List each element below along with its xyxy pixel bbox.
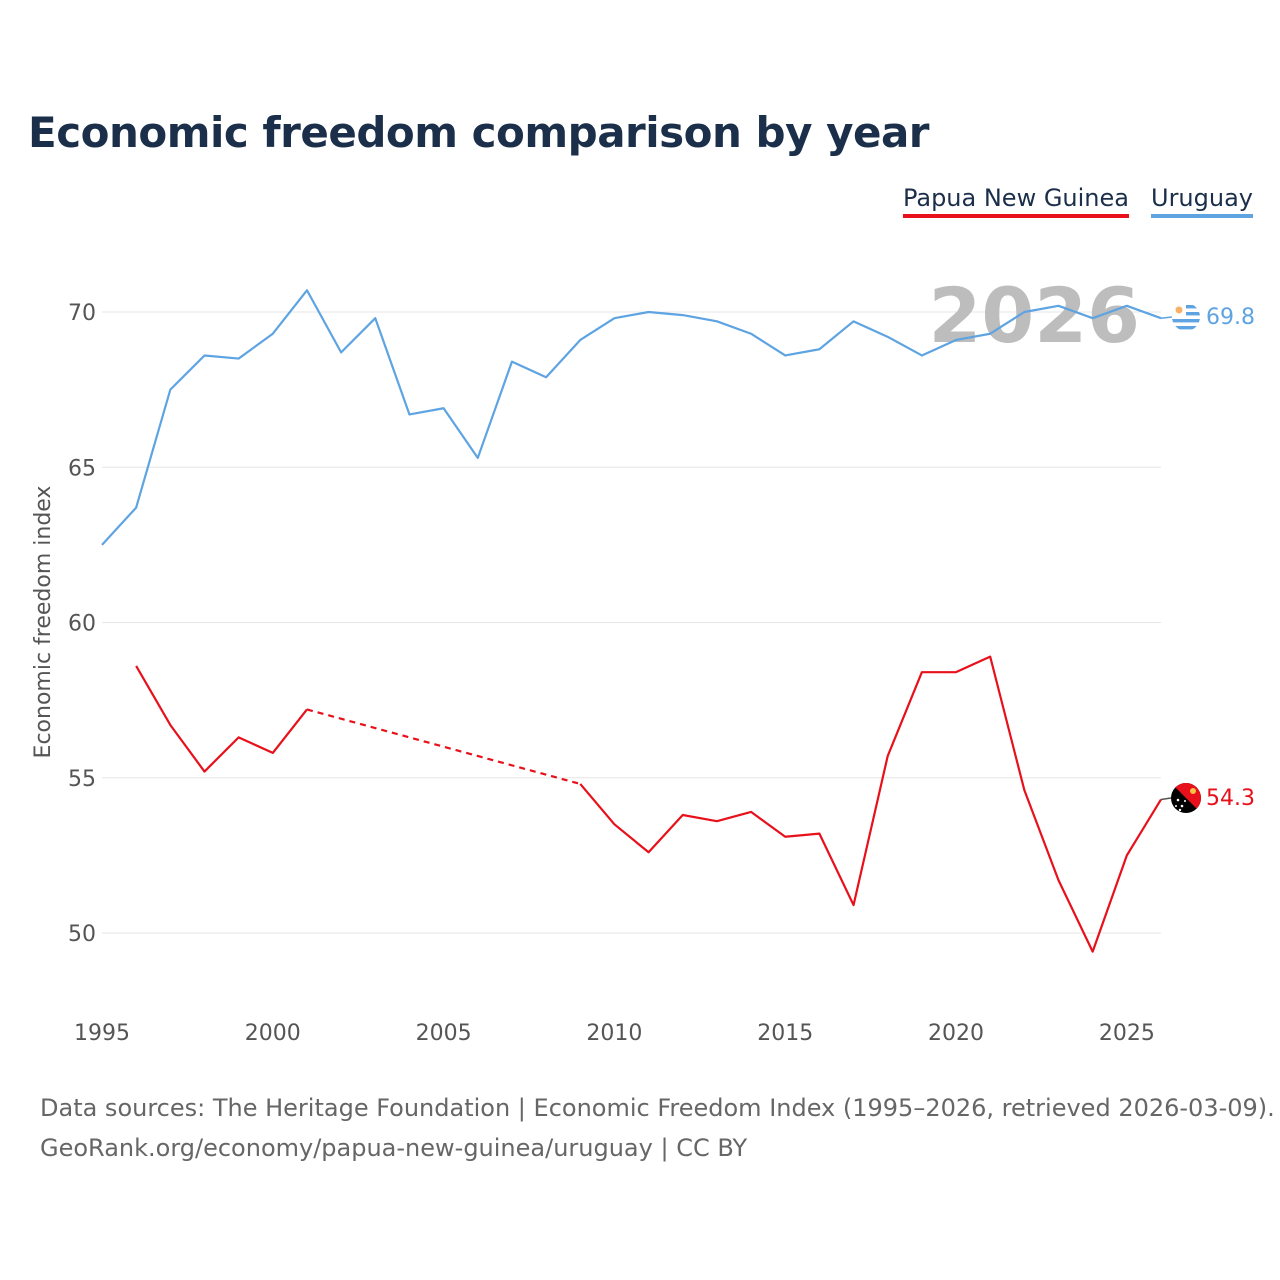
data-point-uruguay[interactable] [441,405,447,411]
y-tick-label: 50 [68,922,96,947]
data-point-uruguay[interactable] [611,315,617,321]
data-point-uruguay[interactable] [1090,315,1096,321]
legend-item-uruguay[interactable]: Uruguay [1151,184,1253,218]
series-line-papua-new-guinea [579,655,1162,953]
data-point-papua-new-guinea[interactable] [851,902,857,908]
data-point-uruguay[interactable] [406,411,412,417]
y-tick-labels: 50 55 60 65 70 [68,301,96,947]
legend-item-papua-new-guinea[interactable]: Papua New Guinea [902,184,1129,218]
data-source-text: Data sources: The Heritage Foundation | … [40,1094,1275,1122]
y-tick-label: 65 [68,456,96,481]
data-point-papua-new-guinea[interactable] [133,663,139,669]
year-watermark: 2026 [928,271,1140,360]
y-tick-label: 55 [68,767,96,792]
x-tick-label: 2005 [416,1021,472,1046]
y-tick-label: 70 [68,301,96,326]
data-point-uruguay[interactable] [201,352,207,358]
data-point-uruguay[interactable] [304,287,310,293]
data-point-uruguay[interactable] [680,312,686,318]
x-tick-label: 2010 [586,1021,642,1046]
y-tick-label: 60 [68,612,96,637]
papua-new-guinea-flag-icon [1171,783,1201,813]
series-uruguay [99,287,1162,548]
data-point-uruguay[interactable] [782,352,788,358]
data-point-uruguay[interactable] [748,331,754,337]
data-point-papua-new-guinea[interactable] [611,821,617,827]
x-tick-label: 2025 [1099,1021,1155,1046]
uruguay-end-connector [1160,316,1173,319]
data-point-uruguay[interactable] [99,542,105,548]
data-point-uruguay[interactable] [885,334,891,340]
source-url-text[interactable]: GeoRank.org/economy/papua-new-guinea/uru… [40,1134,748,1162]
data-point-uruguay[interactable] [133,505,139,511]
series-line-uruguay [101,289,1162,546]
data-point-uruguay[interactable] [646,309,652,315]
data-point-uruguay[interactable] [372,315,378,321]
data-point-papua-new-guinea[interactable] [1021,787,1027,793]
data-point-uruguay[interactable] [509,359,515,365]
data-point-papua-new-guinea[interactable] [816,831,822,837]
uruguay-end-value: 69.8 [1206,305,1255,330]
data-point-uruguay[interactable] [816,346,822,352]
data-point-papua-new-guinea[interactable] [1056,877,1062,883]
x-tick-label: 1995 [74,1021,130,1046]
data-point-uruguay[interactable] [1056,303,1062,309]
legend: Papua New Guinea Uruguay [902,184,1253,218]
data-point-papua-new-guinea[interactable] [953,669,959,675]
data-point-papua-new-guinea[interactable] [919,669,925,675]
papua-new-guinea-end-value: 54.3 [1206,786,1255,811]
data-point-papua-new-guinea[interactable] [167,722,173,728]
data-point-uruguay[interactable] [919,352,925,358]
footer: Data sources: The Heritage Foundation | … [40,1088,1275,1168]
data-point-papua-new-guinea[interactable] [748,809,754,815]
x-tick-label: 2000 [245,1021,301,1046]
data-point-uruguay[interactable] [338,349,344,355]
data-point-papua-new-guinea[interactable] [236,734,242,740]
data-point-papua-new-guinea[interactable] [885,753,891,759]
data-point-uruguay[interactable] [953,337,959,343]
data-point-uruguay[interactable] [270,331,276,337]
series-gap-papua-new-guinea [306,708,581,786]
data-point-papua-new-guinea[interactable] [680,812,686,818]
papua-new-guinea-end-connector [1160,797,1172,801]
data-point-papua-new-guinea[interactable] [270,750,276,756]
data-point-uruguay[interactable] [475,455,481,461]
x-tick-label: 2020 [928,1021,984,1046]
data-point-uruguay[interactable] [543,374,549,380]
data-point-papua-new-guinea[interactable] [987,654,993,660]
x-tick-labels: 1995 2000 2005 2010 2015 2020 2025 [74,1021,1155,1046]
data-point-uruguay[interactable] [236,356,242,362]
series-papua-new-guinea [133,654,1162,955]
data-point-uruguay[interactable] [1124,303,1130,309]
data-point-papua-new-guinea[interactable] [201,769,207,775]
data-point-uruguay[interactable] [577,337,583,343]
data-point-uruguay[interactable] [167,387,173,393]
data-point-uruguay[interactable] [714,318,720,324]
data-point-uruguay[interactable] [987,331,993,337]
gridlines [102,311,1161,934]
data-point-papua-new-guinea[interactable] [577,781,583,787]
data-point-papua-new-guinea[interactable] [646,849,652,855]
uruguay-flag-icon [1172,303,1200,331]
data-point-papua-new-guinea[interactable] [714,818,720,824]
data-point-uruguay[interactable] [851,318,857,324]
chart-title: Economic freedom comparison by year [28,108,930,157]
data-point-papua-new-guinea[interactable] [782,834,788,840]
series-line-papua-new-guinea [135,665,308,773]
x-tick-label: 2015 [757,1021,813,1046]
y-axis-label: Economic freedom index [31,486,56,759]
data-point-papua-new-guinea[interactable] [304,706,310,712]
data-point-papua-new-guinea[interactable] [1090,949,1096,955]
series-lines [99,287,1173,955]
data-point-uruguay[interactable] [1021,309,1027,315]
data-point-papua-new-guinea[interactable] [1124,852,1130,858]
